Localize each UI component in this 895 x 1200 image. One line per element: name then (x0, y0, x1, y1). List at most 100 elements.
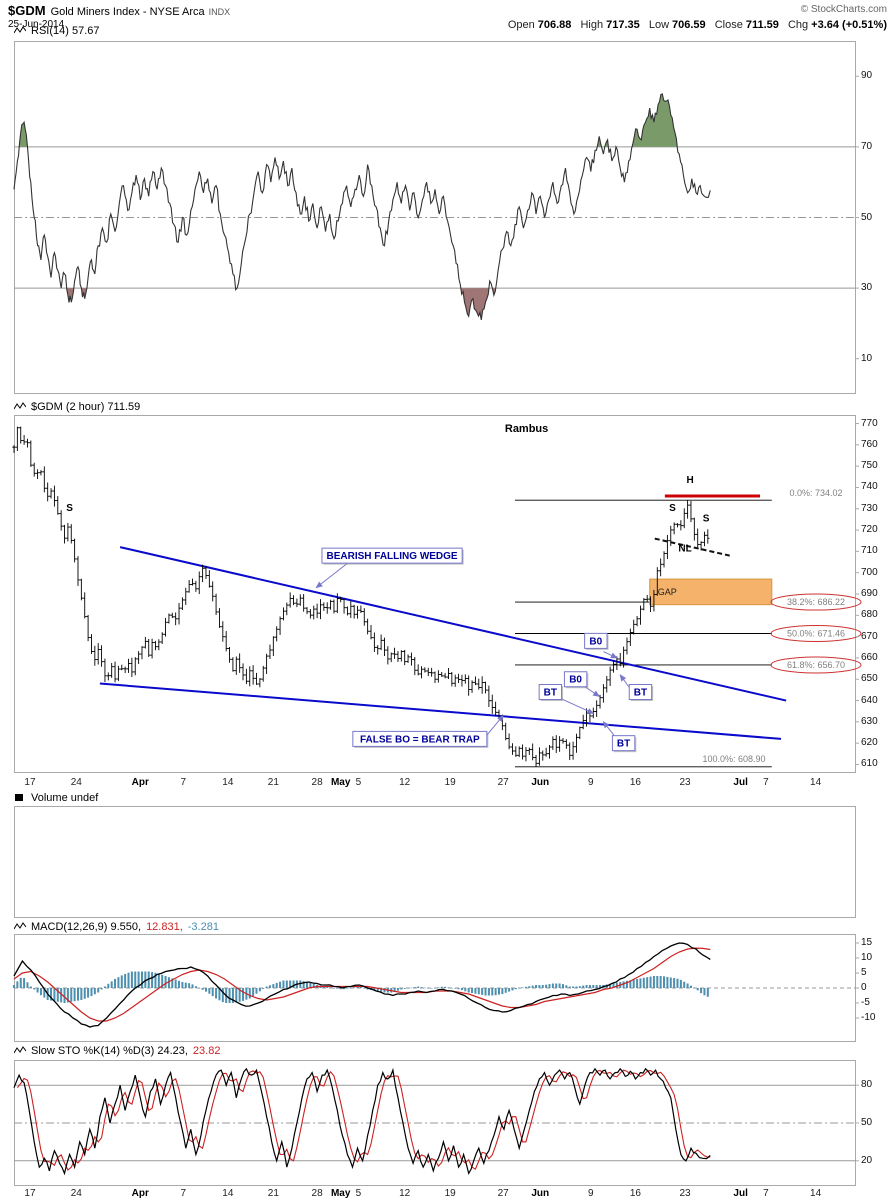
x-axis-label: May (330, 777, 351, 788)
x-axis-label: 28 (311, 1188, 323, 1199)
fib-ellipse (770, 656, 862, 674)
x-axis-label: Jul (733, 1188, 748, 1199)
y-axis-label: 15 (861, 937, 873, 948)
y-axis-label: 50 (861, 1117, 873, 1128)
x-axis-label: Apr (131, 777, 149, 788)
y-axis-label: 680 (861, 609, 878, 621)
y-axis-label: 710 (861, 545, 878, 557)
annotation-box (584, 632, 608, 649)
price-panel-label: $GDM (2 hour) 711.59 (14, 400, 140, 413)
annotation-box-text: FALSE BO = BEAR TRAP (360, 734, 480, 745)
y-axis-label: 0 (861, 982, 867, 993)
neckline (654, 537, 730, 557)
chart-header-line1: $GDM Gold Miners Index - NYSE Arca INDX © … (8, 3, 887, 18)
fib-label: 100.0%: 608.90 (702, 754, 765, 764)
x-axis-label: 7 (180, 777, 187, 788)
low-value: 706.59 (672, 19, 706, 31)
x-axis-label: 7 (763, 777, 769, 788)
x-axis-label: 23 (679, 777, 691, 788)
x-axis-label: 14 (222, 777, 234, 788)
x-axis-label: Jul (733, 777, 748, 788)
x-axis-label: 14 (810, 1188, 822, 1199)
y-axis-label: 80 (861, 1079, 873, 1091)
y-axis-label: 70 (861, 140, 873, 152)
line-series-icon (14, 1046, 26, 1054)
rsi-line (13, 93, 711, 321)
fib-label: 61.8%: 656.70 (787, 660, 845, 670)
fib-ellipse (770, 593, 862, 611)
x-axis-label: 5 (355, 777, 362, 788)
price-label-text: $GDM (2 hour) 711.59 (31, 400, 141, 413)
annotation-leader (315, 561, 350, 589)
macd-label-text: MACD(12,26,9) 9.550, (31, 920, 142, 933)
annotation-leader (603, 651, 618, 659)
y-axis-label: 50 (861, 211, 873, 223)
annotation-leader (619, 674, 630, 689)
pattern-letter: S (669, 503, 676, 514)
x-axis-label: Jun (531, 1188, 550, 1199)
low-label: Low (648, 19, 670, 31)
y-axis-label: 720 (861, 524, 878, 536)
fib-label: 50.0%: 671.46 (787, 629, 845, 639)
x-axis-label: 16 (629, 777, 641, 788)
annotation-box (611, 735, 636, 752)
annotation-box-text: BT (617, 739, 630, 750)
sto-k-line (13, 1067, 711, 1176)
y-axis-label: 10 (861, 952, 873, 963)
exchange-label: INDX (208, 7, 231, 17)
annotation-leader (485, 714, 504, 738)
x-axis-label: Jun (531, 777, 550, 788)
chart-date: 25-Jun-2014 (8, 19, 65, 30)
line-series-icon (14, 402, 26, 410)
fib-label: 0.0%: 734.02 (789, 488, 842, 498)
y-axis-label: 630 (861, 715, 878, 727)
annotation-box-text: BEARISH FALLING WEDGE (326, 551, 457, 562)
x-axis-label: 24 (70, 1188, 82, 1199)
y-axis-label: 740 (861, 481, 878, 493)
x-axis-label: 14 (810, 777, 822, 788)
gap-zone (649, 578, 773, 606)
x-axis-label: 12 (399, 777, 411, 788)
y-axis-label: 5 (861, 967, 867, 978)
line-series-icon (14, 922, 26, 930)
ohlc-quote: Open 706.88 High 717.35 Low 706.59 Close 711… (502, 19, 887, 31)
open-label: Open (507, 19, 535, 31)
fib-ellipse (770, 625, 862, 643)
y-axis-label: 10 (861, 352, 873, 364)
x-axis-label: 27 (497, 777, 509, 788)
annotation-leader (602, 721, 616, 738)
wedge-lower-line (99, 682, 782, 740)
ticker-symbol: $GDM (8, 3, 46, 18)
volume-frame (14, 806, 856, 918)
price-frame (14, 415, 856, 773)
index-name: Gold Miners Index - NYSE Arca (50, 6, 205, 18)
annotation-box-text: BT (634, 688, 647, 699)
annotation-box-text: BT (544, 688, 557, 699)
annotation-box-text: B0 (589, 636, 602, 647)
pattern-letter: S (66, 503, 73, 514)
annotation-box (628, 684, 653, 701)
x-axis-label: 12 (399, 1188, 411, 1199)
x-axis-label: 21 (267, 777, 279, 788)
y-axis-label: 620 (861, 737, 878, 749)
x-axis-label: 16 (629, 1188, 641, 1199)
pattern-letter: S (703, 514, 710, 525)
annotation-box-text: B0 (569, 675, 582, 686)
x-axis-label: 19 (444, 777, 456, 788)
macd-line (13, 942, 711, 1028)
x-axis-label: 9 (587, 777, 594, 788)
wedge-upper-line (119, 546, 787, 702)
x-axis-label: 17 (24, 777, 36, 788)
open-value: 706.88 (537, 19, 572, 31)
annotation-box (538, 684, 563, 701)
rsi-panel-label: RSI(14) 57.67 (14, 24, 99, 37)
x-axis-label: May (330, 1188, 351, 1199)
y-axis-label: 750 (861, 460, 878, 472)
high-label: High (580, 19, 604, 31)
y-axis-label: 690 (861, 588, 878, 599)
x-axis-label: 7 (763, 1188, 769, 1199)
y-axis-label: 650 (861, 673, 878, 685)
x-axis-label: 14 (222, 1188, 234, 1199)
